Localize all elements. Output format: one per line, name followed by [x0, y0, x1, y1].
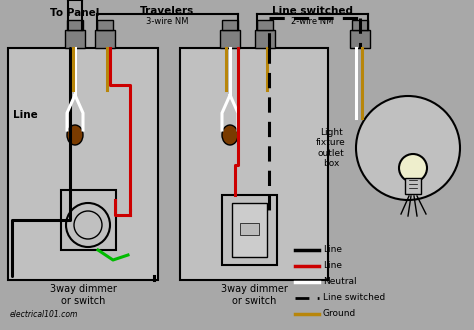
- Text: Line switched: Line switched: [272, 6, 353, 16]
- Bar: [257, 20, 273, 30]
- Ellipse shape: [222, 125, 238, 145]
- Text: Ground: Ground: [323, 310, 356, 318]
- Text: Neutral: Neutral: [323, 278, 356, 286]
- Bar: [95, 30, 115, 48]
- Ellipse shape: [67, 125, 83, 145]
- Bar: [232, 203, 267, 257]
- Text: Light
fixture
outlet
box: Light fixture outlet box: [316, 128, 346, 168]
- Text: electrical101.com: electrical101.com: [10, 310, 78, 319]
- Bar: [220, 30, 240, 48]
- Bar: [180, 48, 328, 280]
- Text: 2-wire NM: 2-wire NM: [292, 17, 334, 26]
- Circle shape: [66, 203, 110, 247]
- Bar: [97, 20, 113, 30]
- Text: Line: Line: [323, 246, 342, 254]
- Bar: [350, 30, 370, 48]
- Bar: [405, 178, 421, 194]
- Text: 3way dimmer
or switch: 3way dimmer or switch: [220, 284, 287, 306]
- Text: 3-wire NM: 3-wire NM: [146, 17, 189, 26]
- Bar: [65, 30, 85, 48]
- Bar: [222, 195, 277, 265]
- Bar: [240, 223, 259, 235]
- Bar: [67, 20, 83, 30]
- Text: 3way dimmer
or switch: 3way dimmer or switch: [50, 284, 117, 306]
- Bar: [61, 190, 116, 250]
- Text: Line: Line: [13, 110, 38, 120]
- Bar: [8, 48, 158, 280]
- Text: Line: Line: [323, 261, 342, 271]
- Circle shape: [74, 211, 102, 239]
- Bar: [222, 20, 238, 30]
- Text: Line switched: Line switched: [323, 293, 385, 303]
- Bar: [352, 20, 368, 30]
- Ellipse shape: [399, 154, 427, 182]
- Bar: [255, 30, 275, 48]
- Text: To Panel: To Panel: [50, 8, 100, 18]
- Text: Travelers: Travelers: [140, 6, 195, 16]
- Circle shape: [356, 96, 460, 200]
